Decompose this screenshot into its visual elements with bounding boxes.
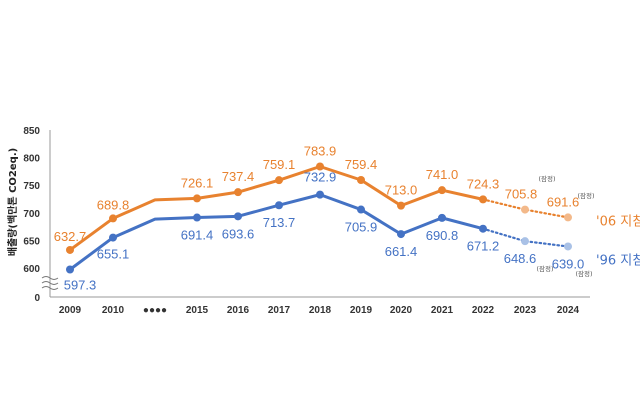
data-label: 759.4: [345, 157, 378, 172]
data-label: 691.4: [181, 228, 214, 243]
y-tick-label: 650: [23, 236, 40, 247]
data-point: [275, 201, 283, 210]
provisional-note: (잠정): [536, 264, 553, 273]
data-label: 713.7: [263, 215, 296, 230]
axis-break-wave: [41, 281, 59, 285]
data-point: [234, 188, 242, 197]
data-label: 705.8: [505, 187, 538, 202]
data-point: [193, 213, 201, 222]
data-point: [479, 195, 487, 204]
data-label: 726.1: [181, 175, 214, 190]
x-tick-label: 2020: [390, 305, 413, 316]
data-point: [357, 205, 365, 214]
axis-break-wave: [41, 276, 59, 280]
data-label: 632.7: [54, 229, 87, 244]
data-point: [109, 214, 117, 223]
data-label: 693.6: [222, 226, 255, 241]
data-point: [397, 230, 405, 239]
data-point: [438, 213, 446, 222]
axis-break-wave: [41, 286, 59, 290]
series-projected-line: [481, 227, 570, 248]
provisional-note: (잠정): [575, 269, 592, 278]
y-tick-label: 0: [34, 293, 40, 304]
data-point: [397, 201, 405, 210]
data-point-projected: [521, 237, 529, 246]
data-point: [109, 233, 117, 242]
x-tick-label: 2023: [514, 305, 537, 316]
data-point-projected: [521, 205, 529, 214]
data-label: 639.0: [552, 256, 585, 271]
x-tick-label: 2015: [186, 305, 209, 316]
data-point: [438, 186, 446, 195]
y-tick-label: 600: [23, 264, 40, 275]
y-tick-label: 700: [23, 209, 40, 220]
x-tick-label: 2021: [431, 305, 454, 316]
x-tick-label: 2022: [472, 305, 495, 316]
x-tick-label: 2024: [557, 305, 580, 316]
data-point-projected: [564, 213, 572, 222]
data-point: [357, 176, 365, 185]
data-point: [66, 245, 74, 254]
data-point: [66, 265, 74, 274]
data-point: [234, 212, 242, 221]
data-label: 671.2: [467, 239, 500, 254]
data-label: 713.0: [385, 183, 418, 198]
data-label: 689.8: [97, 197, 130, 212]
x-tick-label: 2019: [350, 305, 373, 316]
y-tick-label: 750: [23, 181, 40, 192]
data-point: [193, 194, 201, 203]
series-projected-line: [481, 198, 570, 219]
x-tick-label: 2009: [59, 305, 82, 316]
data-label: 691.6: [547, 194, 580, 209]
data-point: [275, 176, 283, 185]
x-tick-label: 2018: [309, 305, 332, 316]
series-name-label: '96 지침: [596, 253, 640, 268]
y-axis-label: 배출량(백만톤 CO2eq.): [6, 148, 19, 256]
data-point: [316, 162, 324, 171]
x-tick-label: ●●●●: [143, 305, 167, 316]
data-label: 759.1: [263, 157, 296, 172]
data-label: 732.9: [304, 170, 337, 185]
axis-break-mark: [41, 276, 59, 290]
y-tick-label: 800: [23, 154, 40, 165]
data-label: 737.4: [222, 169, 255, 184]
data-point: [479, 224, 487, 233]
data-label: 741.0: [426, 167, 459, 182]
data-label: 661.4: [385, 244, 418, 259]
data-label: 597.3: [64, 277, 97, 292]
data-point-projected: [564, 242, 572, 251]
data-label: 648.6: [504, 251, 537, 266]
series-name-label: '06 지침: [596, 214, 640, 229]
data-label: 724.3: [467, 176, 500, 191]
data-point: [316, 190, 324, 199]
data-label: 655.1: [97, 247, 130, 262]
provisional-note: (잠정): [538, 174, 555, 183]
y-tick-label: 850: [23, 126, 40, 137]
x-tick-label: 2017: [268, 305, 291, 316]
data-label: 705.9: [345, 220, 378, 235]
data-label: 783.9: [304, 143, 337, 158]
data-label: 690.8: [426, 228, 459, 243]
x-tick-label: 2016: [227, 305, 250, 316]
provisional-note: (잠정): [577, 191, 594, 200]
x-tick-label: 2010: [102, 305, 125, 316]
